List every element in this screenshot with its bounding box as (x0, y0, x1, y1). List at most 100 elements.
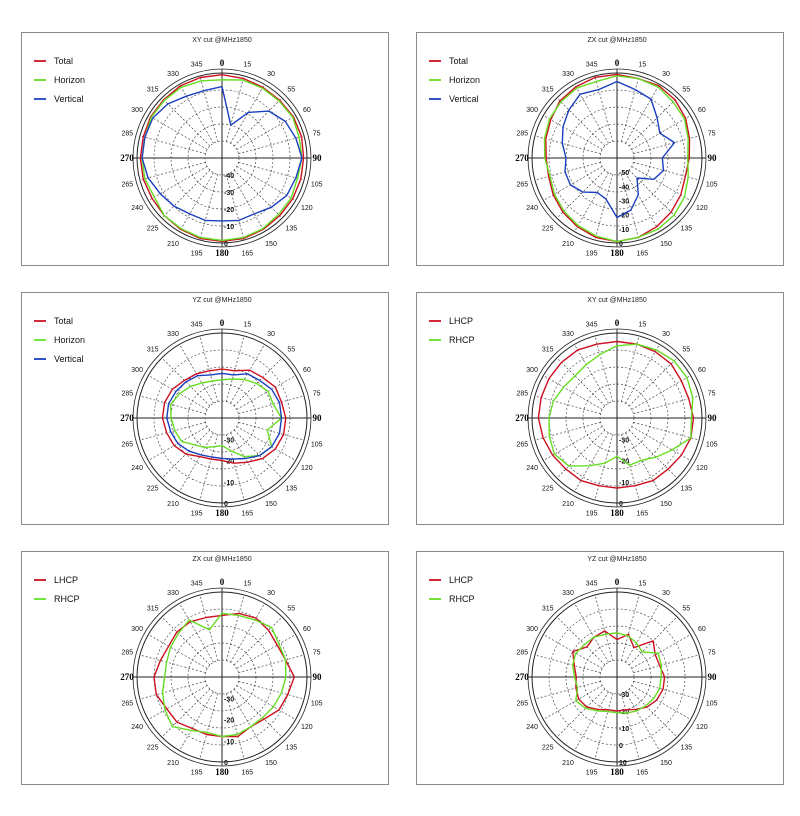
grid-spoke (238, 654, 305, 673)
angle-tick-label: 300 (526, 626, 538, 633)
angle-tick-label: 345 (191, 61, 203, 68)
angle-tick-label: 75 (708, 131, 716, 138)
angle-tick-label: 195 (191, 770, 203, 777)
angle-tick-label: 180 (610, 508, 624, 518)
polar-plot: YZ cut @MHz1850 0 15 30 55 60 75 90 105 120 135 150… (429, 556, 718, 777)
angle-tick-label: 210 (562, 760, 574, 767)
grid-spoke (625, 432, 660, 492)
angle-tick-label: 225 (542, 485, 554, 492)
grid-spoke (236, 166, 296, 201)
angle-tick-label: 135 (680, 744, 692, 751)
angle-tick-label: 105 (706, 181, 718, 188)
grid-spoke (236, 375, 296, 410)
angle-tick-label: 330 (562, 590, 574, 597)
series-line-horizon (141, 79, 303, 242)
grid-spoke (199, 75, 218, 142)
angle-tick-label: 300 (131, 107, 143, 114)
angle-tick-label: 285 (121, 391, 133, 398)
angle-tick-label: 315 (542, 347, 554, 354)
grid-spoke (594, 594, 613, 661)
angle-tick-label: 225 (147, 485, 159, 492)
series-line-horizon (543, 75, 689, 243)
angle-tick-label: 75 (313, 650, 321, 657)
angle-tick-label: 165 (242, 770, 254, 777)
angle-tick-label: 105 (311, 441, 323, 448)
series-line-lhcp (537, 340, 695, 489)
angle-tick-label: 135 (285, 225, 297, 232)
angle-tick-label: 55 (682, 606, 690, 613)
grid-spoke (625, 344, 660, 404)
angle-tick-label: 240 (131, 465, 143, 472)
legend-label: Horizon (449, 75, 480, 85)
grid-spoke (574, 344, 609, 404)
angle-tick-label: 75 (313, 131, 321, 138)
grid-spoke (179, 691, 214, 751)
angle-tick-label: 240 (526, 724, 538, 731)
angle-tick-label: 265 (516, 181, 528, 188)
radial-tick-label: -30 (224, 190, 234, 197)
grid-spoke (543, 115, 603, 150)
grid-spoke (226, 75, 245, 142)
grid-spoke (161, 97, 211, 147)
series-line-total (139, 74, 305, 243)
angle-tick-label: 120 (696, 724, 708, 731)
angle-tick-label: 75 (708, 650, 716, 657)
angle-tick-label: 105 (311, 181, 323, 188)
angle-tick-label: 30 (662, 590, 670, 597)
legend-label: Horizon (54, 335, 85, 345)
angle-tick-label: 285 (121, 650, 133, 657)
angle-tick-label: 165 (637, 511, 649, 518)
grid-spoke (628, 429, 678, 479)
series-line-rhcp (571, 632, 663, 714)
grid-spoke (199, 594, 218, 661)
series-line-vertical (561, 80, 676, 219)
angle-tick-label: 270 (515, 672, 529, 682)
angle-tick-label: 150 (660, 501, 672, 508)
polar-chart-zx-cut-1: ZX cut @MHz1850 0 15 30 55 60 75 90 105 120 135 150… (416, 32, 784, 266)
angle-tick-label: 300 (526, 107, 538, 114)
angle-tick-label: 345 (191, 321, 203, 328)
radial-tick-label: -40 (619, 184, 629, 191)
polar-plot: XY cut @MHz1850 0 15 30 55 60 75 90 105 120 135 150… (34, 37, 323, 258)
grid-spoke (631, 115, 691, 150)
grid-spoke (556, 688, 606, 738)
angle-tick-label: 0 (220, 577, 225, 587)
angle-tick-label: 0 (615, 318, 620, 328)
angle-tick-label: 180 (215, 767, 229, 777)
angle-tick-label: 330 (167, 331, 179, 338)
legend-label: Total (54, 56, 73, 66)
angle-tick-label: 55 (682, 87, 690, 94)
grid-spoke (556, 616, 606, 666)
radial-tick-label: -30 (619, 692, 629, 699)
grid-spoke (199, 693, 218, 760)
grid-spoke (238, 162, 305, 181)
angle-tick-label: 225 (542, 225, 554, 232)
grid-spoke (161, 169, 211, 219)
radial-tick-label: -40 (224, 173, 234, 180)
grid-spoke (139, 162, 206, 181)
grid-spoke (233, 616, 283, 666)
grid-spoke (199, 335, 218, 402)
grid-spoke (543, 685, 603, 720)
chart-title: ZX cut @MHz1850 (587, 37, 646, 44)
angle-tick-label: 55 (287, 87, 295, 94)
grid-spoke (179, 172, 214, 232)
angle-tick-label: 330 (562, 71, 574, 78)
angle-tick-label: 210 (167, 760, 179, 767)
series-line-rhcp (161, 612, 287, 738)
series-line-vertical (141, 85, 303, 222)
grid-spoke (594, 434, 613, 501)
angle-tick-label: 210 (167, 501, 179, 508)
grid-spoke (621, 75, 640, 142)
angle-tick-label: 285 (516, 650, 528, 657)
grid-spoke (230, 172, 265, 232)
angle-tick-label: 135 (285, 485, 297, 492)
grid-spoke (148, 375, 208, 410)
grid-spoke (621, 335, 640, 402)
angle-tick-label: 15 (638, 321, 646, 328)
radial-tick-label: -30 (224, 696, 234, 703)
angle-tick-label: 120 (301, 205, 313, 212)
grid-spoke (226, 174, 245, 241)
grid-spoke (625, 603, 660, 663)
radial-tick-label: -10 (224, 480, 234, 487)
